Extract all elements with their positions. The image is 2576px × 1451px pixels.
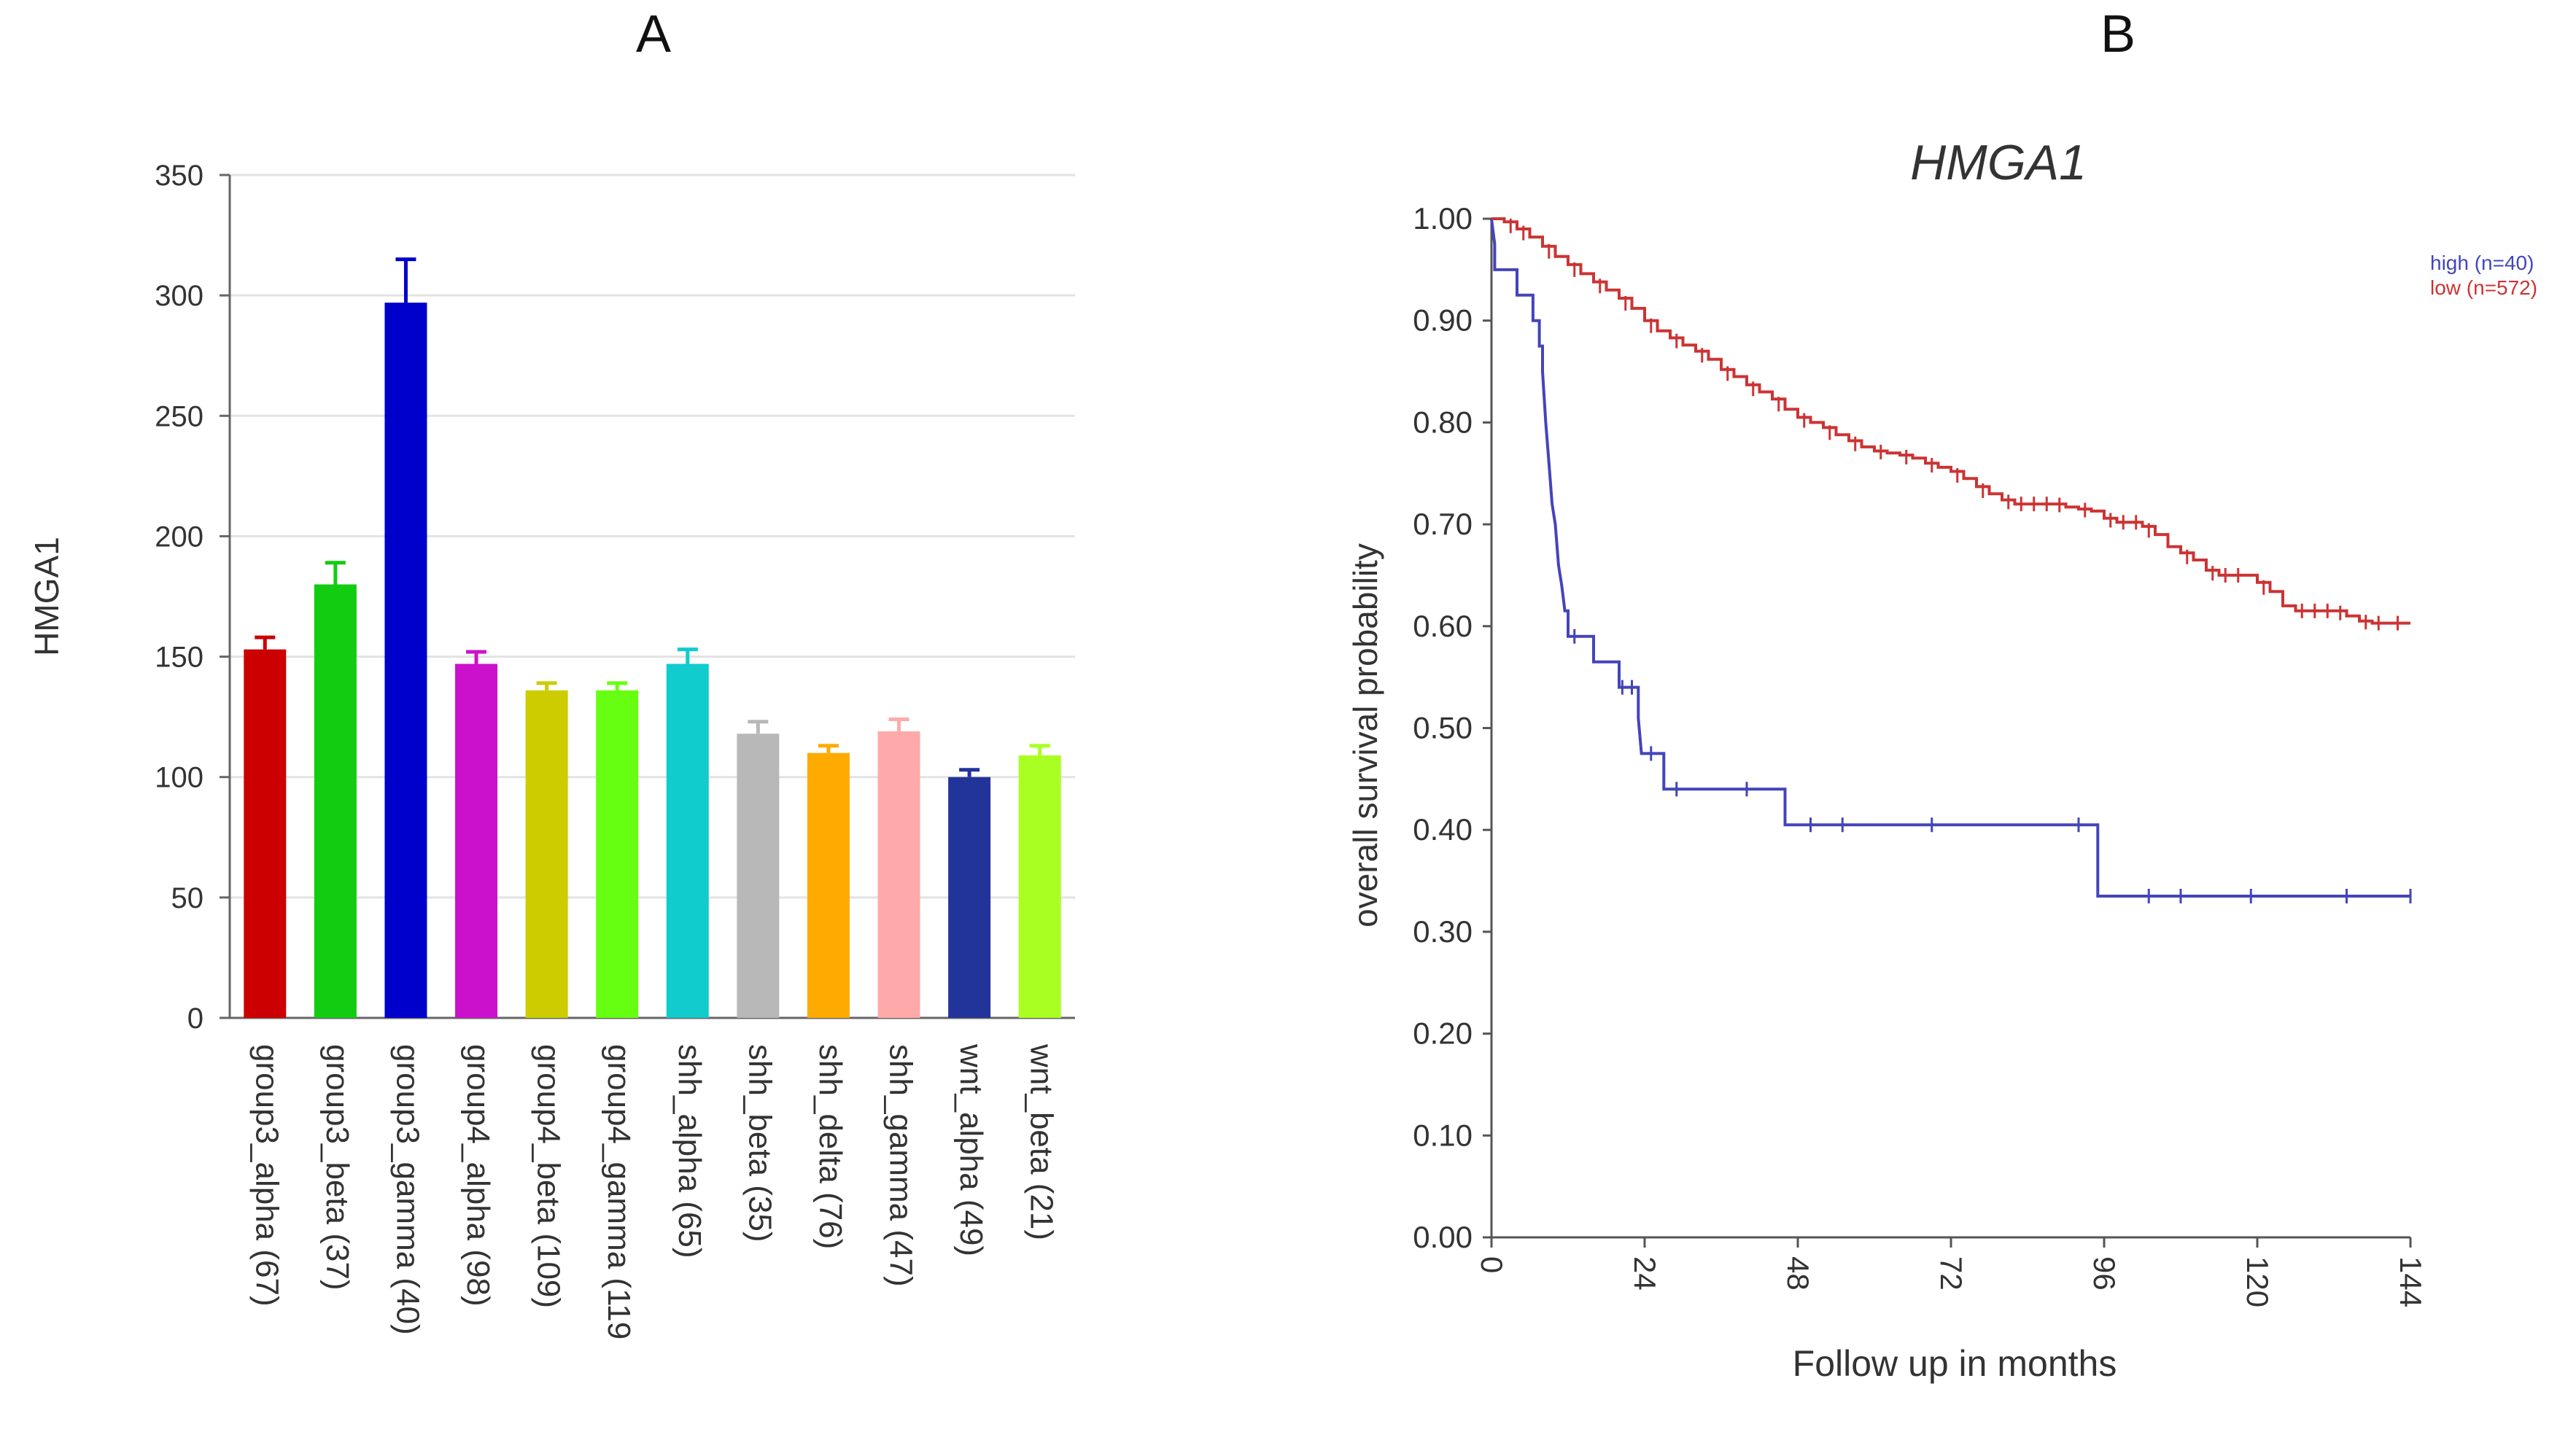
y-tick-label: 300 [155, 280, 203, 312]
y-tick-label: 50 [171, 882, 204, 914]
y-tick-label: 0.60 [1413, 609, 1473, 643]
x-tick-label: 48 [1781, 1256, 1815, 1291]
x-tick-label: 72 [1934, 1256, 1968, 1291]
y-tick-label: 0.80 [1413, 405, 1473, 439]
y-tick-label: 100 [155, 762, 203, 794]
bar [244, 649, 287, 1018]
y-tick-label: 0.40 [1413, 812, 1473, 847]
legend-item-low: low (n=572) [2430, 276, 2537, 299]
x-tick-label: 96 [2087, 1256, 2122, 1291]
x-tick-label: 24 [1628, 1256, 1662, 1291]
x-category-label: wnt_alpha (49) [953, 1043, 989, 1256]
x-axis-label: Follow up in months [1793, 1343, 2117, 1384]
y-tick-label: 0.00 [1413, 1220, 1473, 1254]
bar [525, 690, 568, 1018]
y-tick-label: 200 [155, 521, 203, 553]
y-tick-label: 350 [155, 160, 203, 192]
x-category-label: shh_beta (35) [742, 1044, 777, 1242]
x-tick-label: 0 [1475, 1256, 1509, 1273]
bar [314, 584, 357, 1018]
y-tick-label: 0.90 [1413, 303, 1473, 338]
y-tick-label: 250 [155, 400, 203, 432]
chart-title: HMGA1 [1910, 135, 2087, 190]
y-tick-label: 0.30 [1413, 914, 1473, 949]
y-tick-label: 150 [155, 642, 203, 674]
x-category-label: wnt_beta (21) [1024, 1043, 1060, 1240]
bar [666, 664, 709, 1018]
x-category-label: group3_alpha (67) [249, 1044, 284, 1307]
x-category-label: group4_alpha (98) [460, 1044, 496, 1307]
series-line-low [1491, 217, 2410, 625]
panel-label-b: B [2100, 5, 2136, 63]
panel-label-a: A [636, 5, 672, 63]
bar [737, 734, 780, 1018]
y-tick-label: 0 [187, 1003, 203, 1035]
legend-item-high: high (n=40) [2430, 252, 2534, 274]
bar [877, 731, 920, 1018]
y-tick-label: 0.20 [1413, 1016, 1473, 1051]
bar [948, 777, 991, 1018]
bar [1018, 755, 1061, 1018]
bar [384, 303, 427, 1019]
x-tick-label: 144 [2394, 1256, 2428, 1307]
x-tick-label: 120 [2241, 1256, 2275, 1307]
x-category-label: group3_beta (37) [319, 1044, 355, 1291]
bar [455, 664, 498, 1018]
x-category-label: shh_alpha (65) [672, 1044, 707, 1259]
bar [596, 690, 639, 1018]
y-axis-label: HMGA1 [28, 537, 66, 656]
y-tick-label: 0.70 [1413, 507, 1473, 541]
x-category-label: group4_gamma (119 [601, 1044, 637, 1339]
y-tick-label: 0.50 [1413, 711, 1473, 745]
x-category-label: group3_gamma (40) [389, 1044, 425, 1335]
x-category-label: group4_beta (109) [531, 1044, 567, 1308]
y-axis-label: overall survival probability [1346, 543, 1384, 927]
x-category-label: shh_delta (76) [812, 1044, 848, 1249]
bar [807, 752, 850, 1018]
y-tick-label: 0.10 [1413, 1118, 1473, 1152]
y-tick-label: 1.00 [1413, 201, 1473, 236]
series-line-high [1490, 218, 2410, 898]
x-category-label: shh_gamma (47) [883, 1044, 919, 1287]
